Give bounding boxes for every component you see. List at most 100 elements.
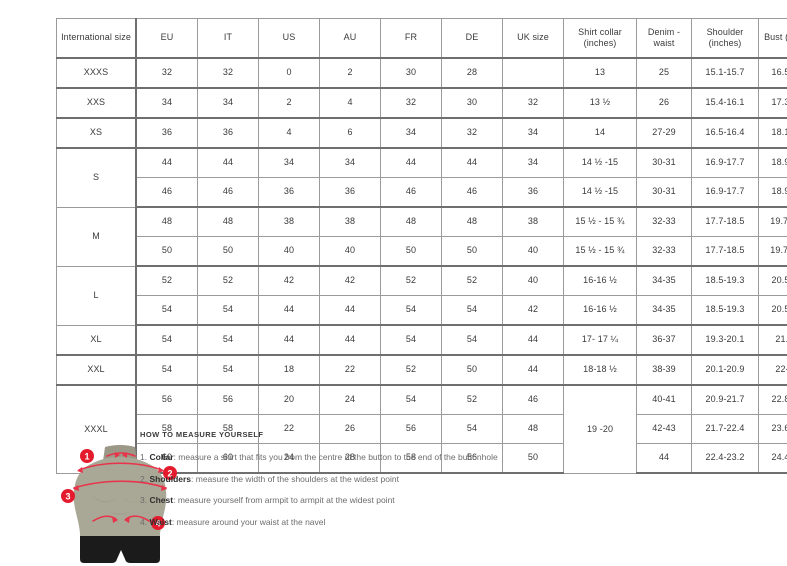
cell-au: 34	[319, 147, 381, 178]
figure-badge-1: 1	[80, 449, 94, 463]
cell-de: 56	[441, 443, 503, 474]
measure-instruction-text: : measure a shirt that fits you from the…	[173, 452, 498, 462]
column-header-it: IT	[197, 18, 259, 59]
cell-shirt-collar: 13	[563, 57, 637, 89]
cell-shoulder: 15.4-16.1	[691, 87, 759, 119]
cell-shirt-collar: 15 ½ - 15 ¾	[563, 236, 637, 267]
cell-denim-waist: 38-39	[636, 354, 692, 386]
cell-shoulder: 17.7-18.5	[691, 206, 759, 237]
column-header-au: AU	[319, 18, 381, 59]
cell-it: 58	[197, 414, 259, 444]
column-header-uk-size: UK size	[502, 18, 564, 59]
cell-au: 4	[319, 87, 381, 119]
cell-shirt-collar: 14	[563, 117, 637, 149]
how-to-measure-title: HOW TO MEASURE YOURSELF	[140, 430, 264, 439]
cell-uk-size: 44	[502, 324, 564, 356]
cell-fr: 54	[380, 295, 442, 326]
column-header-international-size: International size	[56, 18, 137, 59]
cell-fr: 52	[380, 265, 442, 296]
cell-au: 36	[319, 177, 381, 208]
cell-shoulder: 20.9-21.7	[691, 384, 759, 415]
cell-denim-waist: 44	[636, 443, 692, 474]
table-body: XXXS3232023028132515.1-15.716.5-17.2XXS3…	[56, 57, 787, 474]
cell-shoulder: 21.7-22.4	[691, 414, 759, 444]
cell-uk-size: 48	[502, 414, 564, 444]
cell-shirt-collar: 16-16 ½	[563, 295, 637, 326]
how-to-measure-section: HOW TO MEASURE YOURSELF 1. Collar: measu…	[140, 430, 740, 539]
cell-au: 38	[319, 206, 381, 237]
measure-line-shoulders	[78, 462, 163, 471]
cell-uk-size: 50	[502, 443, 564, 474]
figure-badge-2: 2	[163, 466, 177, 480]
table-row: S 44 44 34 34 44 44 34 14 ½ -15 30-31 16.9-17.7 18.…	[56, 147, 787, 208]
cell-it: 54	[197, 295, 259, 326]
cell-de: 28	[441, 57, 503, 89]
cell-bust: 21.3-22	[758, 324, 787, 356]
figure-badge-3-label: 3	[65, 492, 70, 502]
table-row: XXL 54 54 18 22 52 50 44 18-18 ½ 38-39 20.1-20.9 22…	[56, 354, 787, 386]
table-header: International size EU IT US AU FR DE UK …	[56, 18, 787, 59]
cell-it: 54	[197, 354, 259, 386]
cell-de: 30	[441, 87, 503, 119]
figure-torso	[73, 457, 167, 536]
measure-instruction-label: Collar	[149, 452, 174, 462]
measure-instruction-label: Waist	[149, 516, 172, 527]
cell-uk-size: 34	[502, 147, 564, 178]
figure-badge-1-label: 1	[84, 452, 89, 462]
cell-denim-waist: 25	[636, 57, 692, 89]
cell-bust: 20.5-21.3	[758, 295, 787, 326]
cell-us: 42	[258, 265, 320, 296]
measure-instruction-number: 1.	[140, 452, 148, 462]
how-to-measure-list: 1. Collar: measure a shirt that fits you…	[140, 453, 740, 526]
measure-instruction-text: : measure yourself from armpit to armpit…	[173, 495, 395, 505]
cell-denim-waist: 40-41	[636, 384, 692, 415]
cell-eu: 46	[135, 177, 198, 208]
cell-uk-size: 32	[502, 87, 564, 119]
cell-it: 54	[197, 324, 259, 356]
cell-bust: 17.3-18.1	[758, 87, 787, 119]
cell-de: 52	[441, 265, 503, 296]
measure-instruction-1: 1. Collar: measure a shirt that fits you…	[140, 453, 740, 462]
cell-us: 20	[258, 384, 320, 415]
cell-au: 44	[319, 295, 381, 326]
cell-au: 2	[319, 57, 381, 89]
cell-shirt-collar: 13 ½	[563, 87, 637, 119]
cell-eu: 36	[135, 117, 198, 149]
cell-international-size: M	[56, 206, 137, 267]
cell-bust: 16.5-17.2	[758, 57, 787, 89]
cell-denim-waist: 34-35	[636, 265, 692, 296]
cell-international-size: XS	[56, 117, 137, 149]
cell-shoulder: 16.9-17.7	[691, 147, 759, 178]
table-header-row: International size EU IT US AU FR DE UK …	[56, 18, 787, 59]
cell-it: 36	[197, 117, 259, 149]
cell-us: 38	[258, 206, 320, 237]
cell-de: 54	[441, 295, 503, 326]
cell-eu: 48	[135, 206, 198, 237]
measure-instruction-2: 2. Shoulders: measure the width of the s…	[140, 474, 740, 484]
figure-badge-2-label: 2	[167, 469, 172, 479]
cell-bust: 22.8-23.6	[758, 384, 787, 415]
cell-bust: 18.9-19.7	[758, 147, 787, 178]
measure-instruction-number: 3.	[140, 495, 148, 505]
cell-shirt-collar: 18-18 ½	[563, 354, 637, 386]
figure-badge-4: 4	[151, 516, 165, 530]
cell-bust: 19.7- 20.5	[758, 236, 787, 267]
table-row: L 52 52 42 42 52 52 40 16-16 ½ 34-35 18.5-19.3 20.5…	[56, 265, 787, 326]
cell-denim-waist: 32-33	[636, 236, 692, 267]
cell-uk-size: 34	[502, 117, 564, 149]
cell-fr: 56	[380, 414, 442, 444]
table-row: XL 54 54 44 44 54 54 44 17- 17 ¼ 36-37 19.3-20.1 21…	[56, 324, 787, 356]
figure-badge-3: 3	[61, 489, 75, 503]
cell-denim-waist: 34-35	[636, 295, 692, 326]
cell-fr: 52	[380, 354, 442, 386]
cell-it: 50	[197, 236, 259, 267]
cell-denim-waist: 26	[636, 87, 692, 119]
column-header-bust: Bust (inches)	[758, 18, 787, 59]
figure-badge-4-label: 4	[155, 519, 160, 529]
measure-instruction-text: : measure around your waist at the navel	[171, 516, 326, 527]
cell-fr: 30	[380, 57, 442, 89]
how-to-measure-illustration: 1 2 3 4	[58, 443, 183, 566]
